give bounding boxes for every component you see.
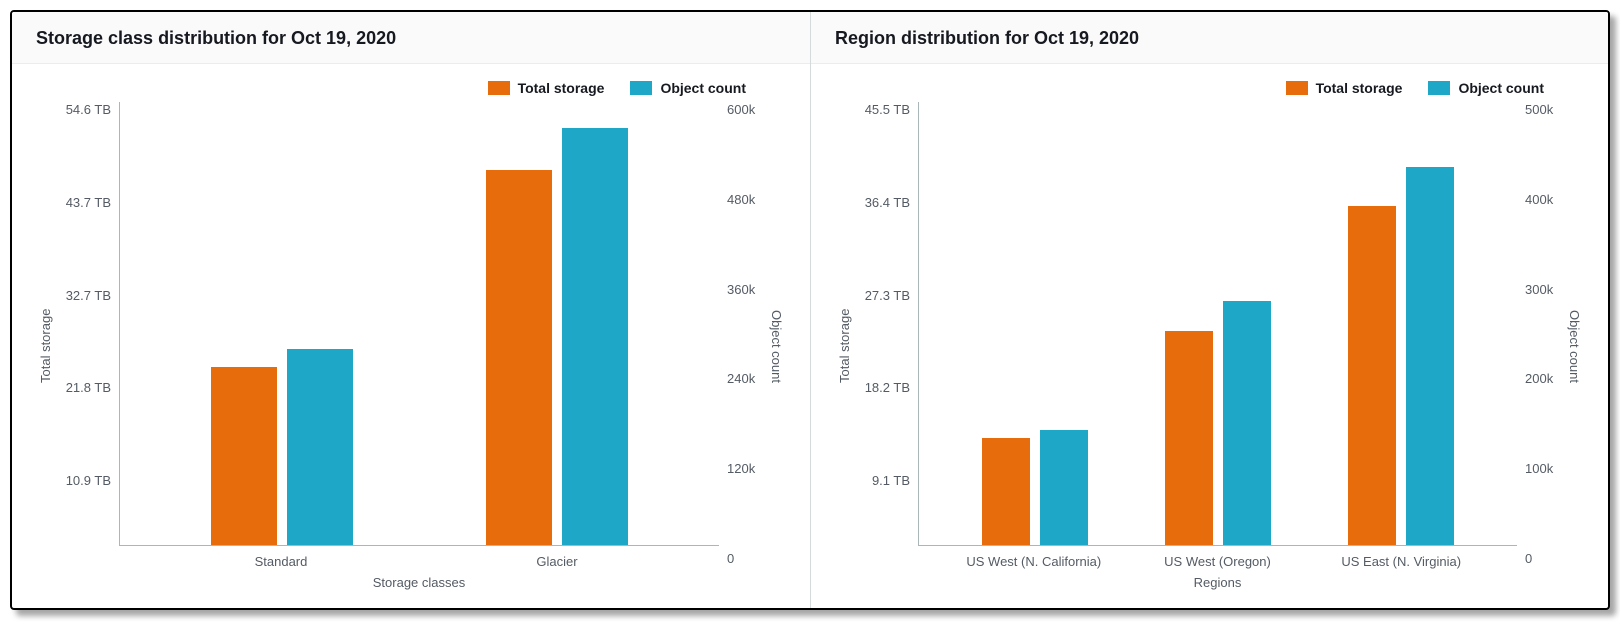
y-tick: 54.6 TB [63, 102, 111, 117]
y-axis-label: Total storage [36, 102, 55, 590]
plot-column: US West (N. California)US West (Oregon)U… [918, 102, 1517, 590]
bar-group [144, 102, 420, 545]
legend-item-total_storage: Total storage [488, 80, 605, 96]
y-tick: 18.2 TB [862, 380, 910, 395]
dashboard: Storage class distribution for Oct 19, 2… [10, 10, 1610, 610]
legend-item-object_count: Object count [630, 80, 746, 96]
bar-total_storage [486, 170, 552, 545]
bar-total_storage [1348, 206, 1396, 545]
plot-area [119, 102, 719, 546]
y2-tick: 0 [1525, 551, 1557, 566]
x-axis-label: Regions [918, 569, 1517, 590]
legend-label: Object count [1458, 80, 1544, 96]
y2-tick: 300k [1525, 282, 1557, 297]
bar-object_count [562, 128, 628, 545]
panel-body: Total storageObject countTotal storage45… [811, 64, 1608, 608]
bar-groups [919, 102, 1517, 545]
y-tick: 10.9 TB [63, 473, 111, 488]
y-tick: 27.3 TB [862, 288, 910, 303]
bar-groups [120, 102, 719, 545]
y-tick: 32.7 TB [63, 288, 111, 303]
legend-item-total_storage: Total storage [1286, 80, 1403, 96]
y-tick: 36.4 TB [862, 195, 910, 210]
x-tick-label: US East (N. Virginia) [1309, 554, 1493, 569]
y2-tick: 400k [1525, 192, 1557, 207]
x-axis-ticks: US West (N. California)US West (Oregon)U… [918, 546, 1517, 569]
chart-legend: Total storage Object count [835, 78, 1584, 102]
x-axis-label: Storage classes [119, 569, 719, 590]
legend-item-object_count: Object count [1428, 80, 1544, 96]
object_count-swatch [630, 81, 652, 95]
plot-column: StandardGlacierStorage classes [119, 102, 719, 590]
bar-group [943, 102, 1126, 545]
bar-object_count [287, 349, 353, 545]
bar-group [1126, 102, 1309, 545]
bar-group [420, 102, 696, 545]
total_storage-swatch [488, 81, 510, 95]
object_count-swatch [1428, 81, 1450, 95]
y-axis-label: Total storage [835, 102, 854, 590]
panel-body: Total storageObject countTotal storage54… [12, 64, 810, 608]
bar-total_storage [1165, 331, 1213, 545]
x-tick-label: Standard [143, 554, 419, 569]
x-tick-label: US West (Oregon) [1126, 554, 1310, 569]
y2-axis-label: Object count [767, 102, 786, 590]
y2-tick: 120k [727, 461, 759, 476]
panel-title: Storage class distribution for Oct 19, 2… [36, 28, 786, 49]
legend-label: Object count [660, 80, 746, 96]
y2-tick: 500k [1525, 102, 1557, 117]
y2-tick: 600k [727, 102, 759, 117]
legend-label: Total storage [1316, 80, 1403, 96]
panel-header: Region distribution for Oct 19, 2020 [811, 12, 1608, 64]
y2-axis-label: Object count [1565, 102, 1584, 590]
y-tick: 21.8 TB [63, 380, 111, 395]
y-tick: 43.7 TB [63, 195, 111, 210]
y-tick: 45.5 TB [862, 102, 910, 117]
panel-header: Storage class distribution for Oct 19, 2… [12, 12, 810, 64]
y2-tick: 240k [727, 371, 759, 386]
y2-axis-ticks: 500k 400k 300k 200k 100k 0 [1517, 102, 1565, 590]
y-axis-ticks: 54.6 TB 43.7 TB 32.7 TB 21.8 TB 10.9 TB [55, 102, 119, 590]
chart-area: Total storage 54.6 TB 43.7 TB 32.7 TB 21.8 T… [36, 102, 786, 590]
y2-tick: 100k [1525, 461, 1557, 476]
x-tick-label: US West (N. California) [942, 554, 1126, 569]
panel-title: Region distribution for Oct 19, 2020 [835, 28, 1584, 49]
bar-group [1310, 102, 1493, 545]
y2-tick: 480k [727, 192, 759, 207]
panel-region: Region distribution for Oct 19, 2020 Tota… [810, 12, 1608, 608]
y-tick: 9.1 TB [862, 473, 910, 488]
x-axis-ticks: StandardGlacier [119, 546, 719, 569]
bar-object_count [1406, 167, 1454, 545]
total_storage-swatch [1286, 81, 1308, 95]
bar-object_count [1040, 430, 1088, 545]
bar-total_storage [982, 438, 1030, 545]
y2-axis-ticks: 600k 480k 360k 240k 120k 0 [719, 102, 767, 590]
chart-area: Total storage 45.5 TB 36.4 TB 27.3 TB 18.2 T… [835, 102, 1584, 590]
y2-tick: 360k [727, 282, 759, 297]
chart-legend: Total storage Object count [36, 78, 786, 102]
plot-area [918, 102, 1517, 546]
bar-object_count [1223, 301, 1271, 545]
x-tick-label: Glacier [419, 554, 695, 569]
y2-tick: 0 [727, 551, 759, 566]
y-axis-ticks: 45.5 TB 36.4 TB 27.3 TB 18.2 TB 9.1 TB [854, 102, 918, 590]
bar-total_storage [211, 367, 277, 545]
panel-storage-class: Storage class distribution for Oct 19, 2… [12, 12, 810, 608]
legend-label: Total storage [518, 80, 605, 96]
y2-tick: 200k [1525, 371, 1557, 386]
